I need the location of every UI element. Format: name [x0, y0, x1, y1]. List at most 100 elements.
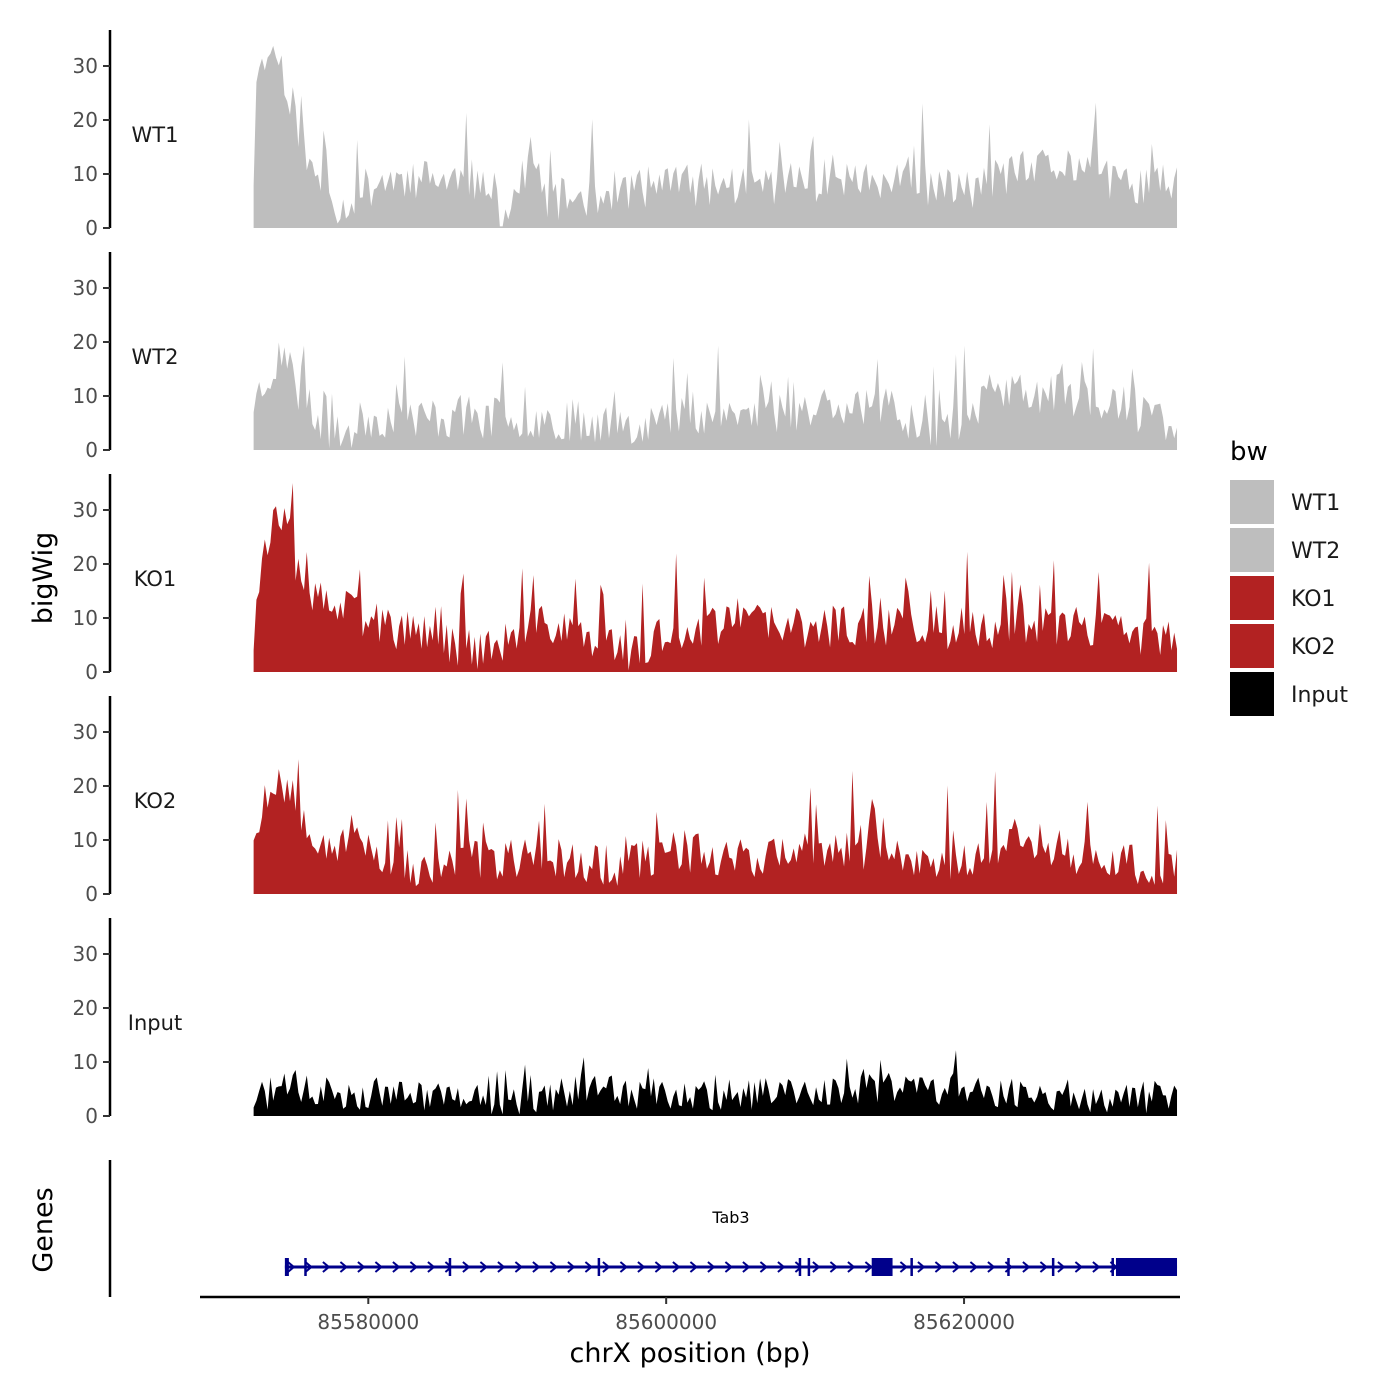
y-tick-label: 30	[73, 498, 98, 522]
legend-label: WT2	[1291, 539, 1340, 564]
strand-arrow	[812, 1261, 821, 1273]
legend-title: bw	[1230, 437, 1268, 467]
legend-label: KO1	[1291, 587, 1336, 612]
legend-swatch	[1230, 576, 1274, 620]
exon	[1051, 1258, 1055, 1276]
strand-arrow	[759, 1261, 768, 1273]
strand-arrow	[374, 1261, 383, 1273]
x-tick-label: 85620000	[913, 1310, 1015, 1334]
strand-arrow	[322, 1261, 331, 1273]
strand-arrow	[549, 1261, 558, 1273]
y-tick-label: 20	[73, 552, 98, 576]
x-axis-title: chrX position (bp)	[569, 1338, 810, 1369]
y-axis-title: bigWig	[28, 532, 59, 625]
strand-arrow	[672, 1261, 681, 1273]
strand-arrow	[409, 1261, 418, 1273]
legend: bw WT1 WT2 KO1 KO2 Input	[1230, 437, 1348, 716]
strand-arrow	[829, 1261, 838, 1273]
strand-arrow	[899, 1261, 908, 1273]
strand-arrow	[532, 1261, 541, 1273]
track-label: KO1	[134, 567, 177, 591]
y-tick-label: 0	[85, 1104, 98, 1128]
x-tick-label: 85600000	[615, 1310, 717, 1334]
exon	[448, 1258, 452, 1276]
legend-item-wt1: WT1	[1230, 480, 1340, 524]
track-ko2: 0 10 20 30 KO2	[73, 696, 1178, 906]
x-tick-label: 85580000	[317, 1310, 419, 1334]
strand-arrow	[847, 1261, 856, 1273]
track-wt1: 0 10 20 30 WT1	[73, 30, 1178, 240]
y-tick-label: 0	[85, 216, 98, 240]
legend-swatch	[1230, 528, 1274, 572]
coverage-area-input	[253, 1050, 1178, 1116]
coverage-area-ko1	[253, 483, 1178, 672]
coverage-area-wt1	[253, 45, 1178, 229]
y-tick-label: 20	[73, 996, 98, 1020]
strand-arrow	[304, 1261, 313, 1273]
gene-name: Tab3	[711, 1208, 749, 1227]
legend-swatch	[1230, 624, 1274, 668]
gene-track: Tab3	[108, 1160, 1178, 1297]
strand-arrow	[1092, 1261, 1101, 1273]
y-tick-label: 10	[73, 828, 98, 852]
strand-arrow	[864, 1261, 873, 1273]
y-tick-label: 10	[73, 162, 98, 186]
y-tick-label: 0	[85, 660, 98, 684]
strand-arrow	[917, 1261, 926, 1273]
exon	[304, 1258, 307, 1276]
legend-swatch	[1230, 480, 1274, 524]
strand-arrow	[339, 1261, 348, 1273]
exon	[1007, 1258, 1010, 1276]
x-axis: 85580000 85600000 85620000	[200, 1295, 1180, 1334]
legend-label: Input	[1291, 683, 1348, 708]
strand-arrow	[1022, 1261, 1031, 1273]
y-tick-label: 10	[73, 1050, 98, 1074]
strand-arrow	[724, 1261, 733, 1273]
track-label: WT2	[132, 345, 179, 369]
strand-arrow	[952, 1261, 961, 1273]
track-label: Input	[128, 1011, 182, 1035]
legend-label: WT1	[1291, 491, 1340, 516]
y-tick-label: 0	[85, 438, 98, 462]
strand-arrow	[1074, 1261, 1083, 1273]
strand-arrow	[479, 1261, 488, 1273]
legend-item-input: Input	[1230, 672, 1348, 716]
strand-arrow	[514, 1261, 523, 1273]
track-label: WT1	[132, 123, 179, 147]
strand-arrow	[392, 1261, 401, 1273]
strand-arrow	[462, 1261, 471, 1273]
strand-arrow	[1039, 1261, 1048, 1273]
strand-arrow	[987, 1261, 996, 1273]
legend-swatch	[1230, 672, 1274, 716]
strand-arrow	[934, 1261, 943, 1273]
y-tick-label: 30	[73, 54, 98, 78]
y-tick-label: 20	[73, 330, 98, 354]
strand-arrow	[689, 1261, 698, 1273]
strand-arrow	[742, 1261, 751, 1273]
y-tick-label: 30	[73, 276, 98, 300]
exon	[910, 1258, 913, 1276]
strand-arrow	[287, 1261, 296, 1273]
strand-arrow	[707, 1261, 716, 1273]
coverage-tracks: 0 10 20 30 WT1 0 10 20 30 WT2 0 10 20 30 KO1 0 10 20 30 KO2…	[73, 30, 1178, 1128]
coverage-area-ko2	[253, 759, 1178, 894]
track-ko1: 0 10 20 30 KO1	[73, 474, 1178, 684]
strand-arrow	[1057, 1261, 1066, 1273]
strand-arrow	[567, 1261, 576, 1273]
strand-arrow	[794, 1261, 803, 1273]
track-input: 0 10 20 30 Input	[73, 918, 1178, 1128]
strand-arrow	[602, 1261, 611, 1273]
gene-block	[1115, 1258, 1178, 1276]
y-tick-label: 20	[73, 774, 98, 798]
exon	[798, 1258, 802, 1276]
legend-label: KO2	[1291, 635, 1336, 660]
gene-block	[871, 1258, 893, 1276]
y-tick-label: 20	[73, 108, 98, 132]
strand-arrow	[427, 1261, 436, 1273]
y-tick-label: 30	[73, 720, 98, 744]
y-tick-label: 30	[73, 942, 98, 966]
legend-item-ko1: KO1	[1230, 576, 1336, 620]
exon	[1111, 1258, 1114, 1276]
legend-item-ko2: KO2	[1230, 624, 1336, 668]
